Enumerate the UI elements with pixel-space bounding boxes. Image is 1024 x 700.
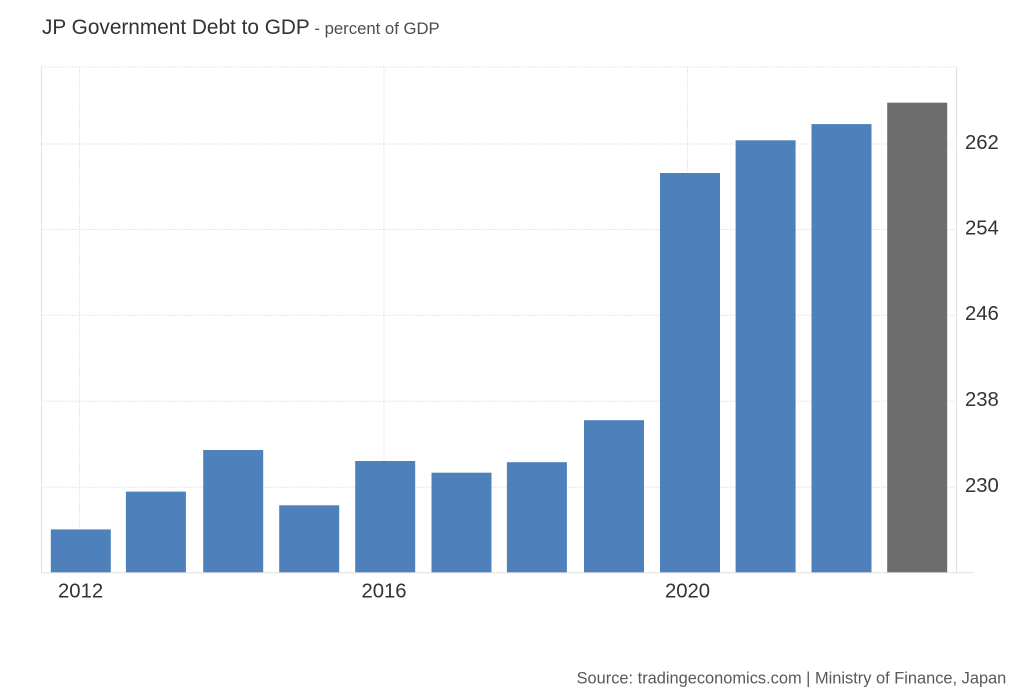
svg-text:JP Government Debt to GDP - pe: JP Government Debt to GDP - percent of G…: [42, 16, 440, 39]
svg-text:2016: 2016: [361, 580, 406, 602]
svg-text:Source: tradingeconomics.com |: Source: tradingeconomics.com | Ministry …: [577, 669, 1007, 687]
svg-text:230: 230: [965, 475, 999, 497]
svg-text:262: 262: [965, 132, 999, 154]
svg-text:254: 254: [965, 217, 999, 239]
svg-text:246: 246: [965, 303, 999, 325]
svg-text:2012: 2012: [58, 580, 103, 602]
svg-text:238: 238: [965, 389, 999, 411]
svg-text:2020: 2020: [665, 580, 710, 602]
